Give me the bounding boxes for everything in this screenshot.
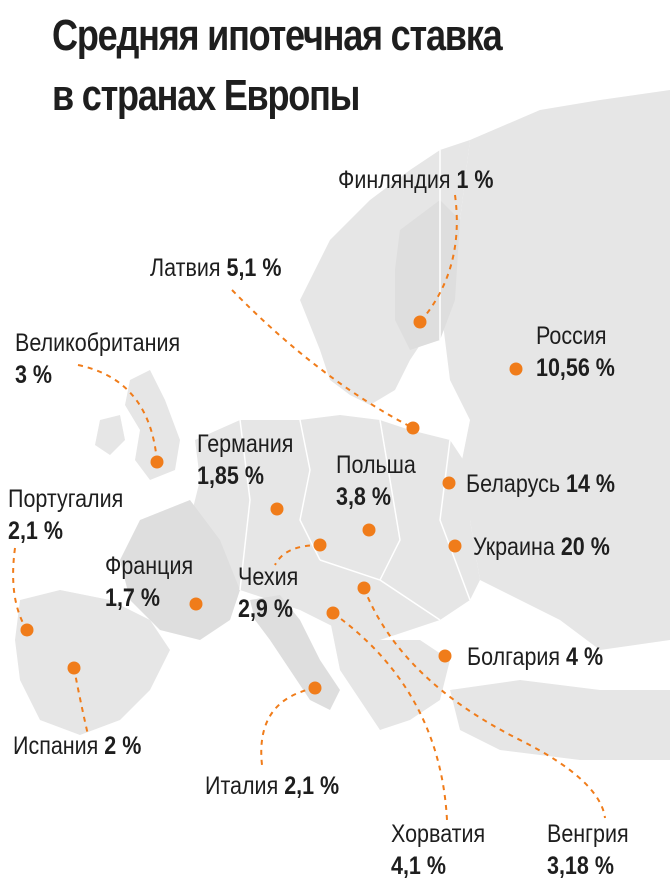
country-name: Польша <box>336 451 416 479</box>
country-name: Германия <box>197 430 294 458</box>
land-finland <box>395 200 460 350</box>
land-masses <box>15 90 670 760</box>
country-markers <box>20 315 523 695</box>
country-name: Беларусь <box>466 470 561 498</box>
marker-portugal <box>20 623 34 637</box>
label-belarus: Беларусь 14 % <box>466 468 615 500</box>
country-rate: 10,56 % <box>536 354 615 382</box>
country-name: Португалия <box>8 485 124 513</box>
country-rate: 20 % <box>560 533 610 561</box>
marker-ukraine <box>448 539 462 553</box>
country-rate: 5,1 % <box>226 254 282 282</box>
country-name: Латвия <box>150 254 221 282</box>
label-bulgaria: Болгария 4 % <box>467 641 603 673</box>
land-great-britain <box>125 370 180 480</box>
label-ukraine: Украина 20 % <box>473 531 610 563</box>
country-name: Хорватия <box>391 820 486 848</box>
leader-spain <box>73 667 89 736</box>
country-rate: 4,1 % <box>391 852 446 880</box>
country-rate: 2,9 % <box>238 595 293 623</box>
marker-spain <box>67 661 81 675</box>
label-france: Франция 1,7 % <box>105 550 193 614</box>
label-spain: Испания 2 % <box>13 730 141 762</box>
marker-great-britain <box>150 455 164 469</box>
marker-france <box>189 597 203 611</box>
land-iberia <box>15 590 170 735</box>
label-russia: Россия 10,56 % <box>536 320 615 384</box>
marker-croatia <box>326 606 340 620</box>
land-scandinavia <box>300 140 470 405</box>
marker-hungary <box>357 581 371 595</box>
label-croatia: Хорватия 4,1 % <box>391 818 485 882</box>
country-name: Франция <box>105 552 194 580</box>
marker-czech <box>313 538 327 552</box>
country-rate: 2 % <box>104 732 142 760</box>
leader-hungary <box>363 587 606 819</box>
marker-finland <box>413 315 427 329</box>
leader-latvia <box>231 289 414 429</box>
land-italy <box>250 595 340 710</box>
country-name: Украина <box>473 533 555 561</box>
label-latvia: Латвия 5,1 % <box>150 252 281 284</box>
label-czech: Чехия 2,9 % <box>238 561 298 625</box>
country-rate: 4 % <box>566 643 604 671</box>
leader-lines <box>12 194 606 821</box>
label-germany: Германия 1,85 % <box>197 428 293 492</box>
country-name: Болгария <box>467 643 561 671</box>
land-ireland <box>95 415 125 455</box>
country-name: Финляндия <box>338 166 451 194</box>
label-poland: Польша 3,8 % <box>336 449 416 513</box>
marker-russia <box>509 362 523 376</box>
country-rate: 2,1 % <box>8 517 63 545</box>
country-rate: 1,7 % <box>105 584 160 612</box>
page-title-line2: в странах Европы <box>52 71 360 120</box>
label-hungary: Венгрия 3,18 % <box>547 818 629 882</box>
marker-latvia <box>406 421 420 435</box>
country-name: Испания <box>13 732 99 760</box>
country-rate: 14 % <box>566 470 616 498</box>
label-finland: Финляндия 1 % <box>338 164 494 196</box>
land-balkans <box>330 620 450 730</box>
country-name: Россия <box>536 322 607 350</box>
country-name: Венгрия <box>547 820 629 848</box>
country-name: Чехия <box>238 563 299 591</box>
leader-italy <box>260 687 316 766</box>
land-turkey <box>450 680 670 760</box>
marker-bulgaria <box>438 649 452 663</box>
land-central-europe <box>190 415 480 640</box>
borders <box>239 150 471 621</box>
label-great-britain: Великобритания 3 % <box>15 327 180 391</box>
country-rate: 3,8 % <box>336 483 391 511</box>
land-france <box>120 500 240 640</box>
country-name: Италия <box>205 772 279 800</box>
land-russia <box>440 90 670 650</box>
marker-poland <box>362 523 376 537</box>
country-name: Великобритания <box>15 329 181 357</box>
leader-croatia <box>332 612 448 821</box>
label-portugal: Португалия 2,1 % <box>8 483 123 547</box>
marker-germany <box>270 502 284 516</box>
marker-italy <box>308 681 322 695</box>
country-rate: 2,1 % <box>284 772 340 800</box>
leader-finland <box>419 194 458 323</box>
country-rate: 1 % <box>456 166 494 194</box>
marker-belarus <box>442 476 456 490</box>
label-italy: Италия 2,1 % <box>205 770 339 802</box>
country-rate: 3,18 % <box>547 852 614 880</box>
page-title-line1: Средняя ипотечная ставка <box>52 11 503 60</box>
country-rate: 1,85 % <box>197 462 264 490</box>
country-rate: 3 % <box>15 361 53 389</box>
